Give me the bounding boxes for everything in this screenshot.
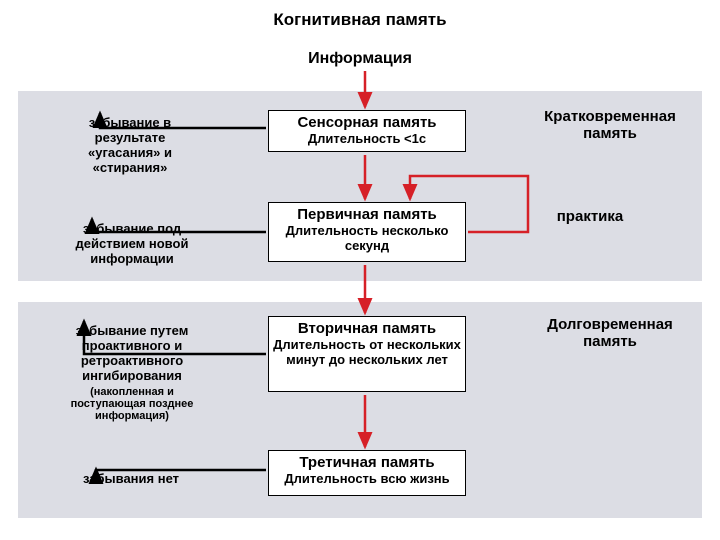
box-tertiary-sub: Длительность всю жизнь [273, 471, 461, 486]
box-tertiary-title: Третичная память [273, 454, 461, 471]
subtitle-text: Информация [308, 50, 412, 67]
box-secondary-title: Вторичная память [273, 320, 461, 337]
box-tertiary: Третичная память Длительность всю жизнь [268, 450, 466, 496]
diagram-subtitle: Информация [0, 50, 720, 68]
box-primary-title: Первичная память [273, 206, 461, 223]
diagram-title: Когнитивная память [0, 10, 720, 30]
left-label-fading: забывание в результате «угасания» и «сти… [60, 116, 200, 176]
ll3s-text: (накопленная и поступающая позднее инфор… [71, 386, 194, 422]
box-sensory: Сенсорная память Длительность <1с [268, 110, 466, 152]
box-primary-sub: Длительность несколько секунд [273, 223, 461, 253]
rl2-text: практика [557, 208, 624, 225]
title-text: Когнитивная память [273, 10, 446, 29]
ll3-text: забывание путем проактивного и ретроакти… [76, 323, 189, 383]
left-label-inhibition: забывание путем проактивного и ретроакти… [48, 324, 216, 384]
rl1-text: Кратковременная память [544, 108, 676, 142]
box-sensory-title: Сенсорная память [273, 114, 461, 131]
left-label-newinfo: забывание под действием новой информации [52, 222, 212, 267]
right-label-short-term: Кратковременная память [520, 108, 700, 143]
box-sensory-sub: Длительность <1с [273, 131, 461, 146]
left-label-none: забывания нет [66, 472, 196, 487]
left-label-inhibition-sub: (накопленная и поступающая позднее инфор… [60, 386, 204, 422]
box-secondary: Вторичная память Длительность от несколь… [268, 316, 466, 392]
right-label-long-term: Долговременная память [520, 316, 700, 351]
box-secondary-sub: Длительность от нескольких минут до неск… [273, 337, 461, 367]
right-label-practice: практика [540, 208, 640, 225]
ll1-text: забывание в результате «угасания» и «сти… [88, 115, 172, 175]
box-primary: Первичная память Длительность несколько … [268, 202, 466, 262]
rl3-text: Долговременная память [547, 316, 673, 350]
ll2-text: забывание под действием новой информации [76, 221, 189, 266]
ll4-text: забывания нет [83, 471, 179, 486]
